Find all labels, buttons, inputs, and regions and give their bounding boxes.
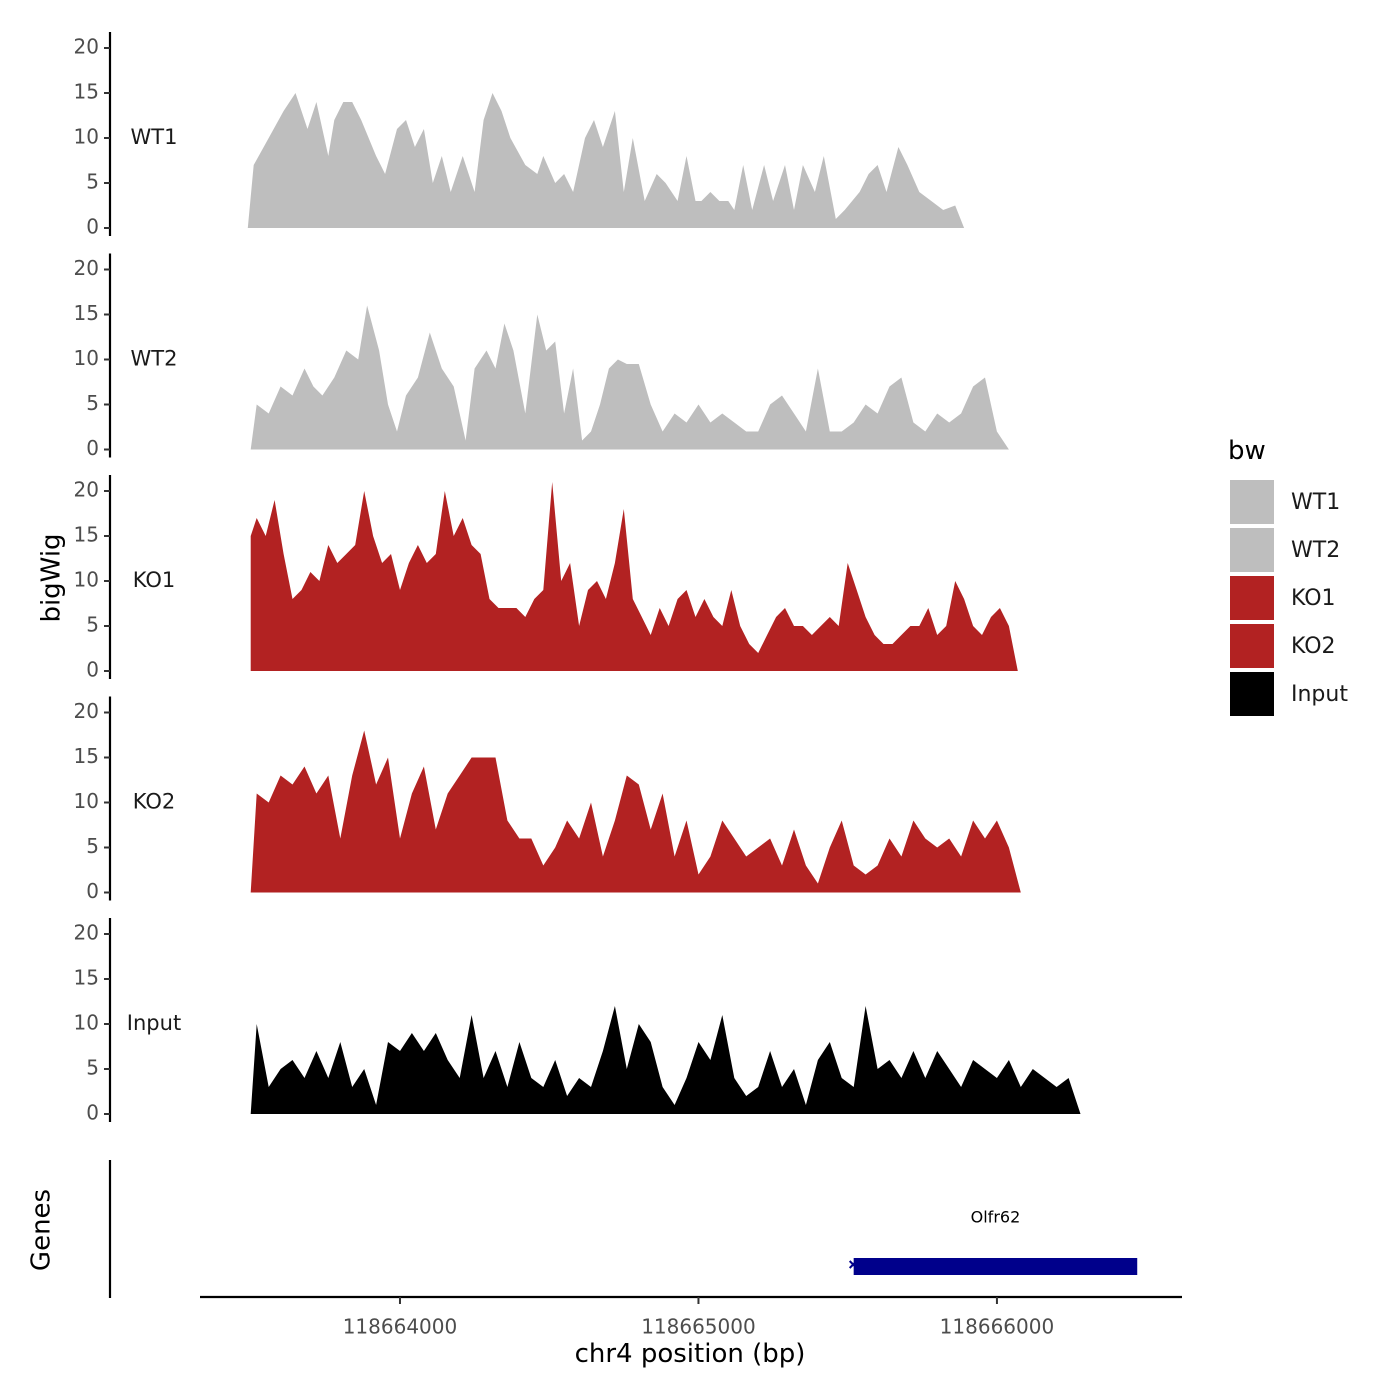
x-tick-label: 118664000 xyxy=(343,1315,458,1339)
y-tick-label: 5 xyxy=(86,613,99,637)
y-tick-label: 15 xyxy=(74,966,99,990)
track-wt1: 0 5 10 15 20 WT1 xyxy=(74,32,965,239)
track-ko2: 0 5 10 15 20 KO2 xyxy=(74,696,1129,903)
y-tick-label: 15 xyxy=(74,80,99,104)
x-axis-title: chr4 position (bp) xyxy=(575,1339,806,1369)
y-tick-label: 0 xyxy=(86,436,99,460)
track-wt2: 0 5 10 15 20 WT2 xyxy=(74,253,1009,460)
y-tick-label: 10 xyxy=(74,346,99,370)
y-tick-label: 15 xyxy=(74,301,99,325)
x-tick-label: 118665000 xyxy=(641,1315,756,1339)
y-tick-label: 5 xyxy=(86,1056,99,1080)
legend-label: KO1 xyxy=(1291,586,1336,611)
track-label: Input xyxy=(127,1011,181,1035)
legend-swatch xyxy=(1230,576,1274,620)
y-tick-label: 5 xyxy=(86,170,99,194)
legend-entry-wt2: WT2 xyxy=(1230,528,1340,572)
genes-track-title: Genes xyxy=(27,1189,57,1271)
track-ko1: 0 5 10 15 20 KO1 xyxy=(74,475,1132,682)
y-tick-label: 0 xyxy=(86,658,99,682)
y-tick-label: 5 xyxy=(86,834,99,858)
y-tick-label: 10 xyxy=(74,125,99,149)
track-input: 0 5 10 15 20 Input xyxy=(74,918,1129,1125)
legend-entry-ko1: KO1 xyxy=(1230,576,1336,620)
legend: bw WT1 WT2 KO1 KO2 Input xyxy=(1228,436,1348,716)
track-area-ko1 xyxy=(250,482,1132,671)
y-tick-label: 10 xyxy=(74,1011,99,1035)
y-tick-label: 0 xyxy=(86,879,99,903)
y-tick-label: 20 xyxy=(74,921,99,945)
legend-swatch xyxy=(1230,528,1274,572)
legend-label: Input xyxy=(1291,682,1348,707)
gene-strand-marker xyxy=(848,1260,858,1269)
legend-label: WT2 xyxy=(1291,538,1340,563)
y-tick-label: 20 xyxy=(74,699,99,723)
bigwig-tracks: 0 5 10 15 20 WT1 0 5 10 15 20 WT2 0 5 10 15 20 KO1 0 5 10 15 2… xyxy=(74,32,1132,1125)
legend-swatch xyxy=(1230,480,1274,524)
y-axis-title: bigWig xyxy=(37,533,67,622)
y-tick-label: 0 xyxy=(86,1101,99,1125)
gene-label: Olfr62 xyxy=(971,1208,1021,1227)
x-axis: 118664000 118665000 118666000 xyxy=(200,1295,1182,1339)
legend-label: WT1 xyxy=(1291,490,1340,515)
x-tick-label: 118666000 xyxy=(940,1315,1055,1339)
track-area-wt1 xyxy=(247,93,965,228)
track-area-wt2 xyxy=(250,305,1009,450)
y-tick-label: 20 xyxy=(74,35,99,59)
legend-entry-input: Input xyxy=(1230,672,1348,716)
y-tick-label: 5 xyxy=(86,391,99,415)
legend-label: KO2 xyxy=(1291,634,1336,659)
y-tick-label: 10 xyxy=(74,789,99,813)
gene-body xyxy=(853,1258,1138,1275)
legend-swatch xyxy=(1230,672,1274,716)
track-label: KO1 xyxy=(133,568,176,592)
legend-swatch xyxy=(1230,624,1274,668)
legend-entry-ko2: KO2 xyxy=(1230,624,1336,668)
track-area-ko2 xyxy=(250,730,1129,893)
track-label: KO2 xyxy=(133,790,176,814)
genes-track: Genes Olfr62 xyxy=(27,1160,1138,1298)
y-tick-label: 20 xyxy=(74,256,99,280)
legend-title: bw xyxy=(1228,436,1266,466)
track-area-input xyxy=(250,1006,1129,1114)
y-tick-label: 15 xyxy=(74,523,99,547)
y-tick-label: 10 xyxy=(74,568,99,592)
gene-olfr62: Olfr62 xyxy=(848,1208,1138,1275)
track-label: WT2 xyxy=(131,347,178,371)
y-tick-label: 0 xyxy=(86,215,99,239)
legend-entry-wt1: WT1 xyxy=(1230,480,1340,524)
y-tick-label: 15 xyxy=(74,744,99,768)
track-label: WT1 xyxy=(131,125,178,149)
y-tick-label: 20 xyxy=(74,478,99,502)
